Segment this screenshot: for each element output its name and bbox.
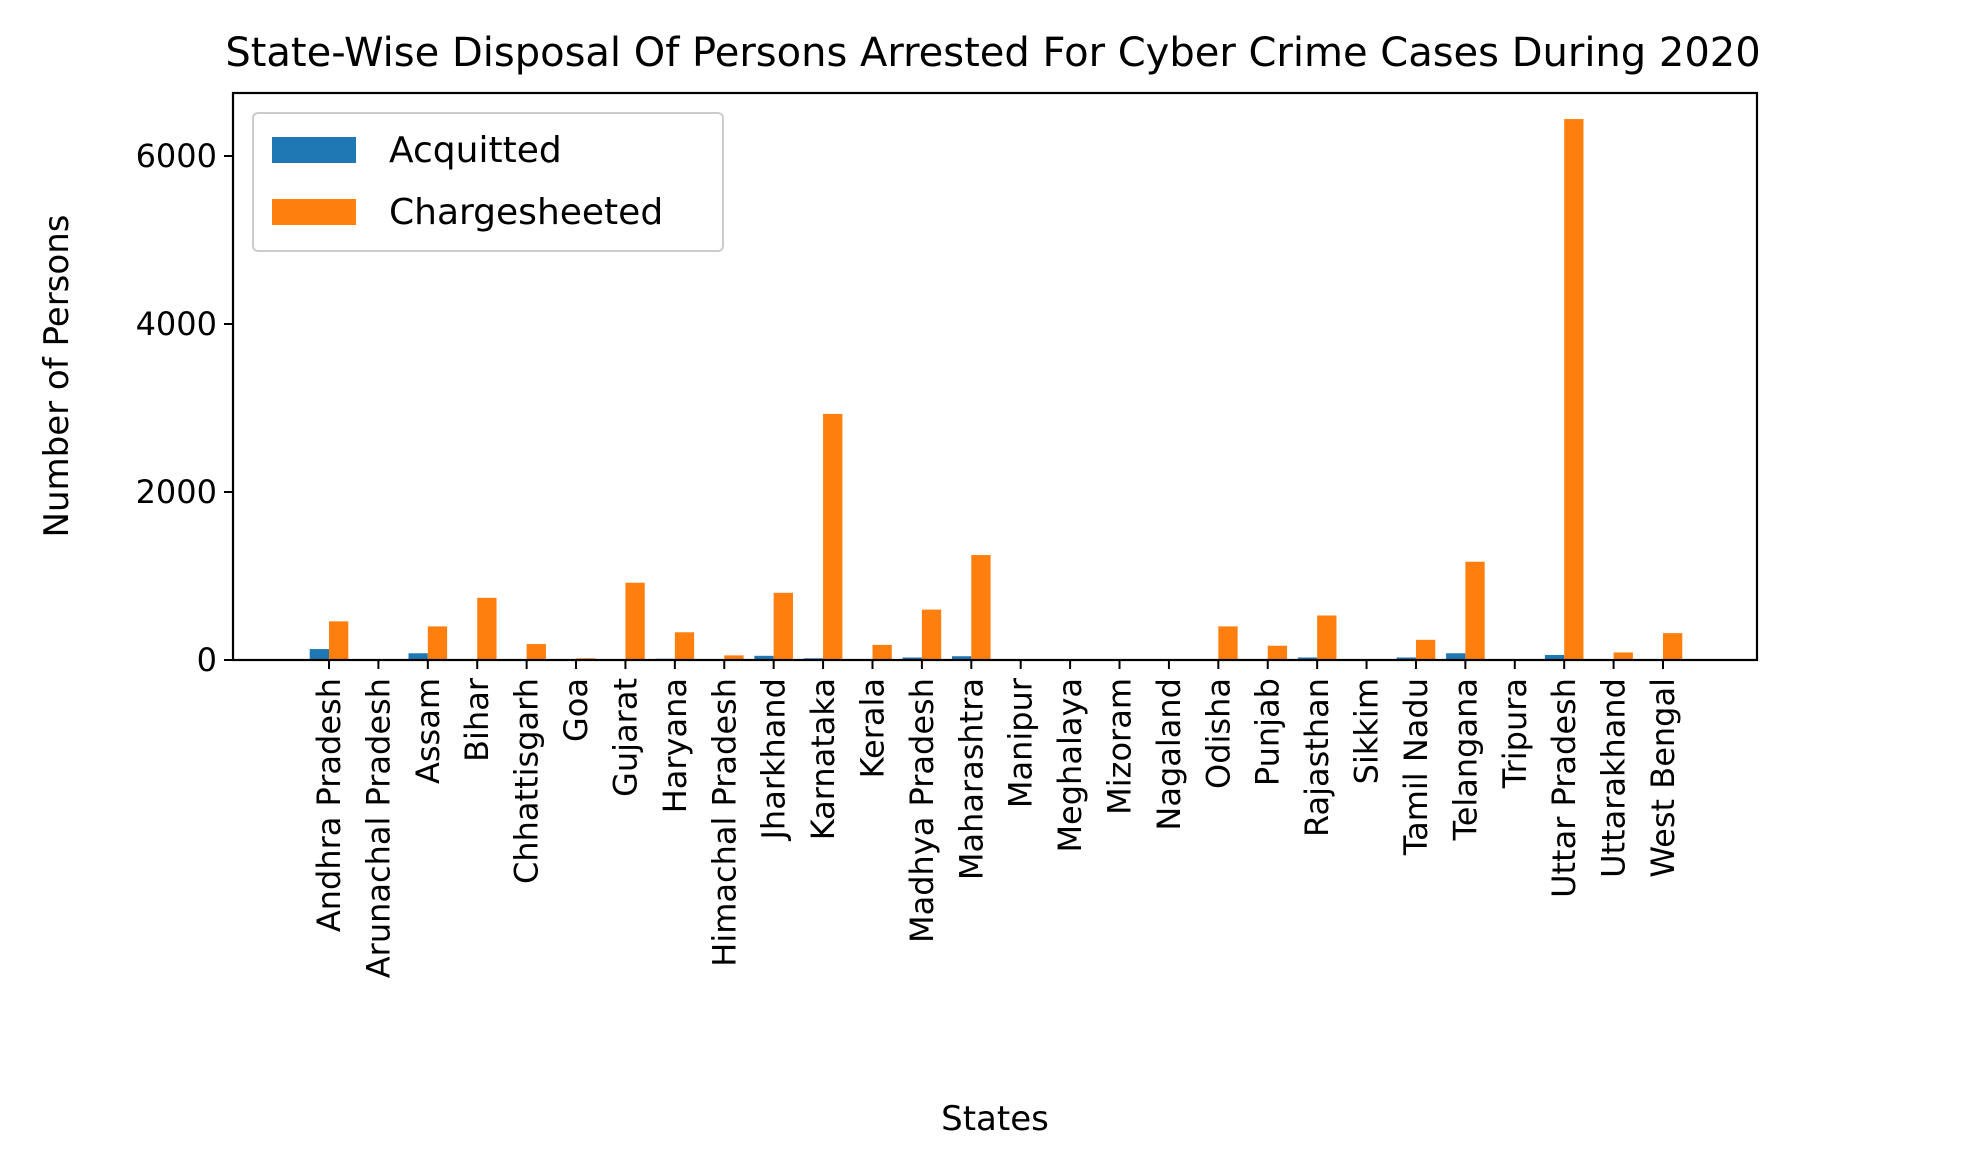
y-axis: 0 2000 4000 6000 <box>136 137 233 679</box>
x-tick-label: Kerala <box>853 678 891 778</box>
bar-chargesheeted-haryana <box>674 632 695 660</box>
bar-chargesheeted-andhra-pradesh <box>329 621 349 660</box>
x-tick-label: West Bengal <box>1644 678 1682 878</box>
y-tick-label: 2000 <box>136 473 217 511</box>
x-tick-label: Tripura <box>1496 678 1534 789</box>
bar-chargesheeted-telangana <box>1465 561 1485 660</box>
bar-chargesheeted-west-bengal <box>1663 633 1683 660</box>
x-tick-label: Assam <box>409 678 447 784</box>
x-tick-label: Tamil Nadu <box>1397 678 1435 856</box>
legend-box <box>252 112 724 252</box>
x-tick-label: Telangana <box>1446 678 1484 841</box>
legend-label-acquitted: Acquitted <box>389 130 562 171</box>
x-tick-label: Punjab <box>1249 678 1287 786</box>
bar-chargesheeted-karnataka <box>823 413 843 660</box>
bar-chargesheeted-jharkhand <box>773 592 793 660</box>
x-tick-label: Arunachal Pradesh <box>359 678 397 978</box>
bar-acquitted-rajasthan <box>1297 657 1318 660</box>
x-tick-label: Uttar Pradesh <box>1545 678 1583 898</box>
x-tick-label: Madhya Pradesh <box>903 678 941 943</box>
x-tick-label: Sikkim <box>1348 678 1386 784</box>
legend: Acquitted Chargesheeted <box>252 112 724 252</box>
bar-chargesheeted-uttar-pradesh <box>1564 119 1584 661</box>
legend-label-chargesheeted: Chargesheeted <box>389 192 663 233</box>
bar-chargesheeted-odisha <box>1218 626 1238 660</box>
x-tick-label: Jharkhand <box>755 678 793 842</box>
x-tick-label: Nagaland <box>1150 678 1188 831</box>
bar-acquitted-telangana <box>1446 653 1466 660</box>
bar-acquitted-jharkhand <box>754 655 774 660</box>
x-tick-label: Odisha <box>1199 678 1237 789</box>
bar-chargesheeted-uttarakhand <box>1613 652 1633 660</box>
x-tick-label: Karnataka <box>804 678 842 840</box>
plot-frame <box>231 91 1759 662</box>
bar-chargesheeted-chhattisgarh <box>526 644 546 660</box>
bar-chargesheeted-kerala <box>872 644 892 660</box>
x-tick-label: Gujarat <box>606 678 644 797</box>
legend-swatch-chargesheeted <box>272 199 356 225</box>
x-tick-label: Andhra Pradesh <box>310 678 348 932</box>
bar-acquitted-uttar-pradesh <box>1544 654 1565 660</box>
bars-group <box>309 119 1683 661</box>
x-tick-label: Bihar <box>458 677 496 762</box>
bar-chargesheeted-himachal-pradesh <box>724 655 744 660</box>
y-tick-label: 4000 <box>136 305 217 343</box>
bar-chargesheeted-assam <box>427 626 448 660</box>
bar-acquitted-tamil-nadu <box>1396 657 1416 660</box>
x-axis: Andhra Pradesh Arunachal Pradesh Assam Biha… <box>310 660 1682 978</box>
bar-chargesheeted-punjab <box>1267 645 1288 660</box>
x-tick-label: Rajasthan <box>1298 678 1336 837</box>
bar-chargesheeted-madhya-pradesh <box>921 609 942 660</box>
legend-swatch-acquitted <box>272 137 356 163</box>
y-axis-label: Number of Persons <box>37 215 77 538</box>
bar-chargesheeted-gujarat <box>625 582 645 660</box>
x-tick-label: Manipur <box>1002 677 1040 808</box>
x-tick-label: Himachal Pradesh <box>705 678 743 967</box>
x-tick-label: Uttarakhand <box>1595 678 1633 878</box>
y-tick-label: 0 <box>197 641 217 679</box>
bar-chargesheeted-rajasthan <box>1317 615 1337 660</box>
x-tick-label: Chhattisgarh <box>508 678 546 884</box>
x-tick-label: Goa <box>557 678 595 742</box>
bar-chargesheeted-tamil-nadu <box>1415 639 1436 660</box>
x-tick-label: Mizoram <box>1101 678 1139 815</box>
y-tick-label: 6000 <box>136 137 217 175</box>
x-tick-label: Maharashtra <box>952 678 990 880</box>
x-axis-label: States <box>941 1099 1049 1139</box>
x-tick-label: Haryana <box>656 678 694 813</box>
x-tick-label: Meghalaya <box>1051 678 1089 853</box>
bar-chargesheeted-bihar <box>477 597 497 660</box>
bar-acquitted-andhra-pradesh <box>309 649 329 660</box>
bar-chargesheeted-maharashtra <box>971 555 991 660</box>
bar-acquitted-maharashtra <box>952 656 972 660</box>
bar-acquitted-assam <box>408 653 428 660</box>
bar-acquitted-madhya-pradesh <box>902 657 922 660</box>
chart-title: State-Wise Disposal Of Persons Arrested … <box>225 30 1760 76</box>
